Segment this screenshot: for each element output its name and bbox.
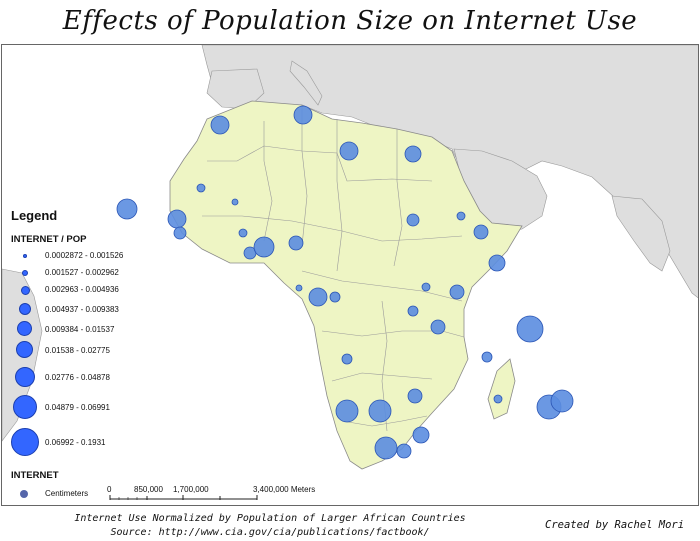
country-borders — [202, 105, 465, 432]
country-symbol — [412, 426, 430, 444]
country-symbol — [295, 284, 303, 292]
country-symbol — [430, 319, 446, 335]
scale-bar: 0 850,000 1,700,000 3,400,000 Meters — [107, 485, 347, 505]
country-symbol — [516, 315, 544, 343]
legend-layer2-symbol — [20, 490, 28, 498]
country-symbol — [421, 282, 431, 292]
country-symbol — [407, 305, 419, 317]
map-title: Effects of Population Size on Internet U… — [62, 6, 638, 36]
country-symbol — [253, 236, 275, 258]
map-legend: Legend INTERNET / POP 0.0002872 - 0.0015… — [11, 208, 124, 498]
map-frame — [1, 44, 699, 506]
legend-class-row: 0.009384 - 0.01537 — [11, 321, 121, 345]
legend-class-row: 0.001527 - 0.002962 — [11, 267, 121, 291]
legend-class-label: 0.02776 - 0.04878 — [45, 373, 110, 382]
legend-heading: Legend — [11, 208, 58, 223]
country-symbol — [341, 353, 353, 365]
scale-label: 0 — [107, 485, 112, 494]
footer-description: Internet Use Normalized by Population of… — [74, 513, 466, 524]
legend-class-row: 0.04879 - 0.06991 — [11, 395, 121, 422]
country-symbol — [396, 443, 412, 459]
legend-symbol — [11, 428, 39, 456]
country-symbol — [456, 211, 466, 221]
legend-symbol — [13, 395, 37, 419]
legend-class-label: 0.01538 - 0.02775 — [45, 346, 110, 355]
legend-layer2-unit: Centimeters — [45, 489, 89, 498]
legend-symbol — [15, 367, 35, 387]
legend-class-label: 0.0002872 - 0.001526 — [45, 251, 124, 260]
legend-symbol — [21, 286, 30, 295]
footer-source: Source: http://www.cia.gov/cia/publicati… — [110, 527, 430, 538]
africa-landmass — [169, 100, 523, 470]
legend-field-name: INTERNET / POP — [11, 234, 87, 245]
country-symbol — [493, 394, 503, 404]
legend-symbol — [16, 341, 33, 358]
country-symbol — [406, 213, 420, 227]
legend-class-row: 0.004937 - 0.009383 — [11, 302, 121, 326]
country-symbol — [481, 351, 493, 363]
country-symbol — [231, 198, 239, 206]
scale-label: 3,400,000 Meters — [253, 485, 316, 494]
country-symbol — [308, 287, 328, 307]
country-symbol — [404, 145, 422, 163]
country-symbol — [238, 228, 248, 238]
legend-class-label: 0.009384 - 0.01537 — [45, 325, 115, 334]
author-credit: Created by Rachel Mori — [545, 519, 685, 531]
legend-class-row: 0.0002872 - 0.001526 — [11, 250, 124, 274]
country-symbol — [449, 284, 465, 300]
internet-use-symbols — [116, 105, 574, 460]
legend-class-row: 0.01538 - 0.02775 — [11, 341, 121, 366]
legend-layer2-field: INTERNET — [11, 470, 59, 481]
country-symbol — [335, 399, 359, 423]
country-symbol — [288, 235, 304, 251]
legend-symbol — [23, 254, 27, 258]
country-symbol — [293, 105, 313, 125]
madagascar — [487, 358, 516, 420]
country-symbol — [210, 115, 230, 135]
country-symbol — [173, 226, 187, 240]
country-symbol — [407, 388, 423, 404]
scale-label: 1,700,000 — [173, 485, 209, 494]
scale-bar-ruler — [109, 495, 258, 500]
legend-class-row: 0.002963 - 0.004936 — [11, 284, 121, 308]
legend-class-row: 0.06992 - 0.1931 — [11, 428, 121, 456]
country-symbol — [116, 198, 138, 220]
map-footer: Internet Use Normalized by Population of… — [60, 512, 480, 540]
map-canvas[interactable] — [2, 45, 699, 506]
legend-symbol — [19, 303, 31, 315]
legend-class-label: 0.06992 - 0.1931 — [45, 438, 106, 447]
legend-class-label: 0.004937 - 0.009383 — [45, 305, 119, 314]
country-symbol — [488, 254, 506, 272]
country-symbol — [550, 389, 574, 413]
legend-class-label: 0.001527 - 0.002962 — [45, 268, 119, 277]
country-symbol — [473, 224, 489, 240]
country-symbol — [374, 436, 398, 460]
country-symbol — [368, 399, 392, 423]
country-symbol — [339, 141, 359, 161]
legend-class-label: 0.002963 - 0.004936 — [45, 285, 119, 294]
legend-class-row: 0.02776 - 0.04878 — [11, 367, 121, 392]
country-symbol — [167, 209, 187, 229]
scale-label: 850,000 — [134, 485, 163, 494]
country-symbol — [329, 291, 341, 303]
india-subcontinent — [611, 195, 671, 272]
legend-class-label: 0.04879 - 0.06991 — [45, 403, 110, 412]
country-symbol — [196, 183, 206, 193]
legend-symbol — [17, 321, 32, 336]
legend-symbol — [22, 270, 28, 276]
italy — [289, 60, 323, 106]
